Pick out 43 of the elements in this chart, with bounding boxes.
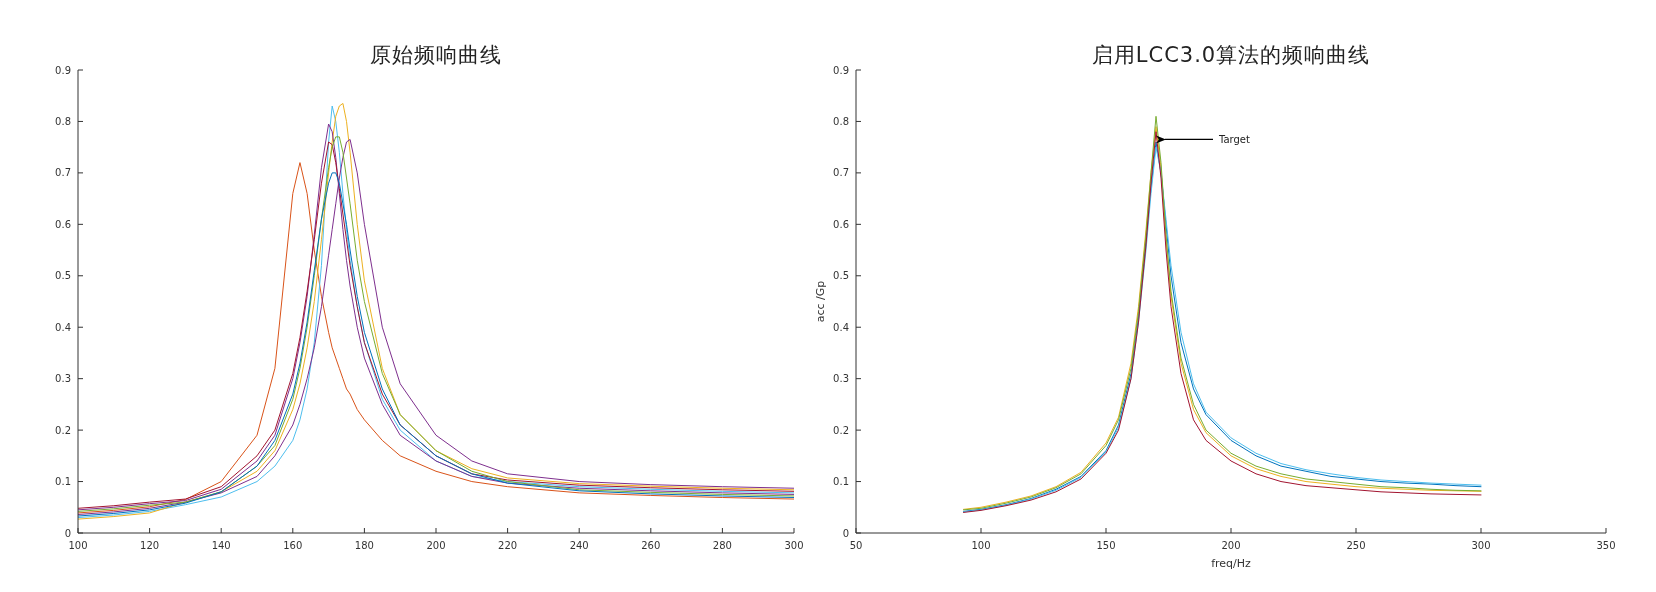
chart-title: 原始频响曲线	[370, 43, 502, 67]
x-tick-label: 180	[354, 540, 374, 551]
y-tick-label: 0.8	[55, 115, 71, 127]
x-tick-label: 120	[140, 540, 160, 551]
y-axis-title: acc /Gp	[814, 280, 827, 323]
y-tick-label: 0.2	[55, 424, 71, 436]
y-tick-label: 0.1	[55, 476, 71, 488]
y-tick-label: 0.6	[55, 218, 71, 230]
y-tick-label: 0.7	[833, 167, 849, 179]
y-tick-label: 0.6	[833, 218, 849, 230]
x-tick-label: 50	[849, 540, 863, 551]
x-axis-title: freq/Hz	[1211, 557, 1252, 570]
x-tick-label: 260	[641, 540, 661, 551]
y-tick-label: 0.4	[55, 321, 71, 333]
x-tick-label: 350	[1596, 540, 1616, 551]
x-tick-label: 100	[68, 540, 88, 551]
y-tick-label: 0.9	[55, 64, 71, 76]
x-tick-label: 160	[283, 540, 303, 551]
x-tick-label: 150	[1096, 540, 1116, 551]
x-tick-label: 300	[784, 540, 804, 551]
annotation: Target	[1218, 134, 1251, 146]
y-tick-label: 0.4	[833, 321, 849, 333]
x-tick-label: 240	[569, 540, 589, 551]
y-tick-label: 0.3	[833, 373, 849, 385]
y-tick-label: 0.9	[833, 64, 849, 76]
x-tick-label: 200	[426, 540, 446, 551]
y-tick-label: 0	[842, 527, 849, 539]
y-tick-label: 0.5	[55, 270, 71, 282]
x-tick-label: 250	[1346, 540, 1366, 551]
y-tick-label: 0.5	[833, 270, 849, 282]
x-tick-label: 280	[712, 540, 732, 551]
x-tick-label: 200	[1221, 540, 1241, 551]
chart-title: 启用LCC3.0算法的频响曲线	[1091, 43, 1371, 67]
y-tick-label: 0.1	[833, 476, 849, 488]
x-tick-label: 100	[971, 540, 991, 551]
x-tick-label: 220	[498, 540, 518, 551]
y-tick-label: 0.7	[55, 167, 71, 179]
y-tick-label: 0	[64, 527, 71, 539]
y-tick-label: 0.3	[55, 373, 71, 385]
y-tick-label: 0.2	[833, 424, 849, 436]
x-tick-label: 140	[211, 540, 231, 551]
y-tick-label: 0.8	[833, 115, 849, 127]
x-tick-label: 300	[1471, 540, 1491, 551]
